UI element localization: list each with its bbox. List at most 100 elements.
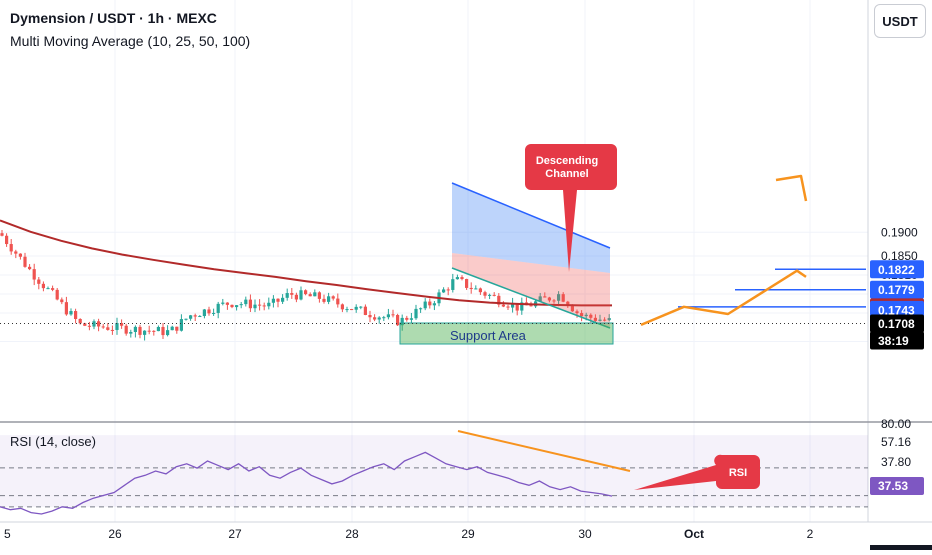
candle-body xyxy=(580,313,584,317)
price-label-box xyxy=(870,280,924,299)
candle-body xyxy=(442,289,446,293)
candle-body xyxy=(78,318,82,324)
candle-body xyxy=(193,315,197,317)
candle-body xyxy=(386,314,390,318)
candle-body xyxy=(345,309,349,311)
candle-body xyxy=(354,306,358,310)
price-label-text: 0.1743 xyxy=(878,303,915,317)
candle-body xyxy=(340,304,344,310)
rsi-value-text: 37.53 xyxy=(878,479,908,493)
candle-body xyxy=(428,301,432,306)
candle-body xyxy=(198,316,202,318)
indicator-legend: Multi Moving Average (10, 25, 50, 100) xyxy=(10,33,251,49)
candle-body xyxy=(529,305,533,307)
candle-body xyxy=(451,279,455,290)
candle-body xyxy=(37,279,41,284)
candle-body xyxy=(299,290,303,300)
candle-body xyxy=(133,326,137,332)
candle-body xyxy=(258,304,262,306)
candle-body xyxy=(460,277,464,280)
candle-body xyxy=(557,294,561,301)
candle-body xyxy=(248,299,252,309)
candle-body xyxy=(593,317,597,321)
candle-body xyxy=(41,283,45,289)
rsi-value-box xyxy=(870,477,924,495)
candle-body xyxy=(373,317,377,320)
candle-body xyxy=(285,293,289,298)
candle-body xyxy=(492,294,496,296)
price-label-text: 0.1822 xyxy=(878,263,915,277)
candle-body xyxy=(221,302,225,304)
candle-body xyxy=(465,279,469,288)
candle-body xyxy=(515,303,519,311)
candle-body xyxy=(18,253,22,257)
candle-body xyxy=(244,299,248,305)
candle-body xyxy=(520,302,524,311)
candle-body xyxy=(129,331,133,334)
price-label-box xyxy=(870,260,924,279)
rsi-line xyxy=(0,451,613,515)
channel-callout-text: Channel xyxy=(545,168,588,180)
candle-body xyxy=(396,314,400,326)
candle-body xyxy=(179,319,183,331)
rsi-axis-tick: 80.00 xyxy=(881,417,911,431)
time-axis-tick: 27 xyxy=(228,527,242,541)
candle-body xyxy=(184,318,188,320)
candle-body xyxy=(69,311,73,315)
candle-body xyxy=(313,292,317,297)
currency-button[interactable]: USDT xyxy=(874,4,926,38)
candle-body xyxy=(166,330,170,336)
rsi-axis-tick: 57.16 xyxy=(881,435,911,449)
candle-body xyxy=(152,330,156,332)
time-axis-tick: 5 xyxy=(4,527,11,541)
time-axis-tick: 28 xyxy=(345,527,359,541)
candle-body xyxy=(419,308,423,310)
candle-body xyxy=(589,314,593,318)
support-area xyxy=(399,322,614,345)
candle-body xyxy=(216,303,220,313)
candle-body xyxy=(9,244,13,252)
candle-body xyxy=(175,326,179,331)
candle-body xyxy=(483,292,487,296)
candle-body xyxy=(55,289,59,300)
candle-body xyxy=(64,302,68,315)
symbol-title: Dymension / USDT · 1h · MEXC xyxy=(10,10,217,26)
candle-body xyxy=(32,269,36,280)
price-label-box xyxy=(870,314,924,333)
channel-upper-line xyxy=(451,182,611,249)
candle-body xyxy=(170,326,174,331)
candle-body xyxy=(51,288,55,290)
time-axis-tick: 2 xyxy=(807,527,814,541)
candle-body xyxy=(506,306,510,308)
candle-body xyxy=(262,305,266,307)
candle-body xyxy=(87,325,91,327)
rsi-axis-tick: 37.80 xyxy=(881,455,911,469)
candle-body xyxy=(414,308,418,319)
candle-body xyxy=(368,314,372,318)
candle-body xyxy=(92,321,96,327)
price-label-text: 0.1779 xyxy=(878,283,915,297)
candle-body xyxy=(552,300,556,302)
price-label-text: 38:19 xyxy=(878,334,909,348)
candle-body xyxy=(511,303,515,308)
candle-body xyxy=(46,288,50,290)
candle-body xyxy=(423,301,427,309)
candle-body xyxy=(225,302,229,305)
candle-body xyxy=(0,233,4,236)
channel-lower-line xyxy=(451,267,611,329)
candle-body xyxy=(409,318,413,320)
candle-body xyxy=(455,277,459,280)
candle-body xyxy=(101,326,105,328)
candle-body xyxy=(253,304,257,309)
candle-body xyxy=(469,287,473,290)
candle-body xyxy=(5,235,9,245)
candle-body xyxy=(239,304,243,306)
candle-body xyxy=(478,288,482,293)
candle-body xyxy=(575,311,579,314)
price-label-box xyxy=(870,331,924,350)
price-axis-tick: 0.1900 xyxy=(881,225,918,239)
candle-body xyxy=(235,305,239,308)
support-area-label: Support Area xyxy=(450,328,527,343)
